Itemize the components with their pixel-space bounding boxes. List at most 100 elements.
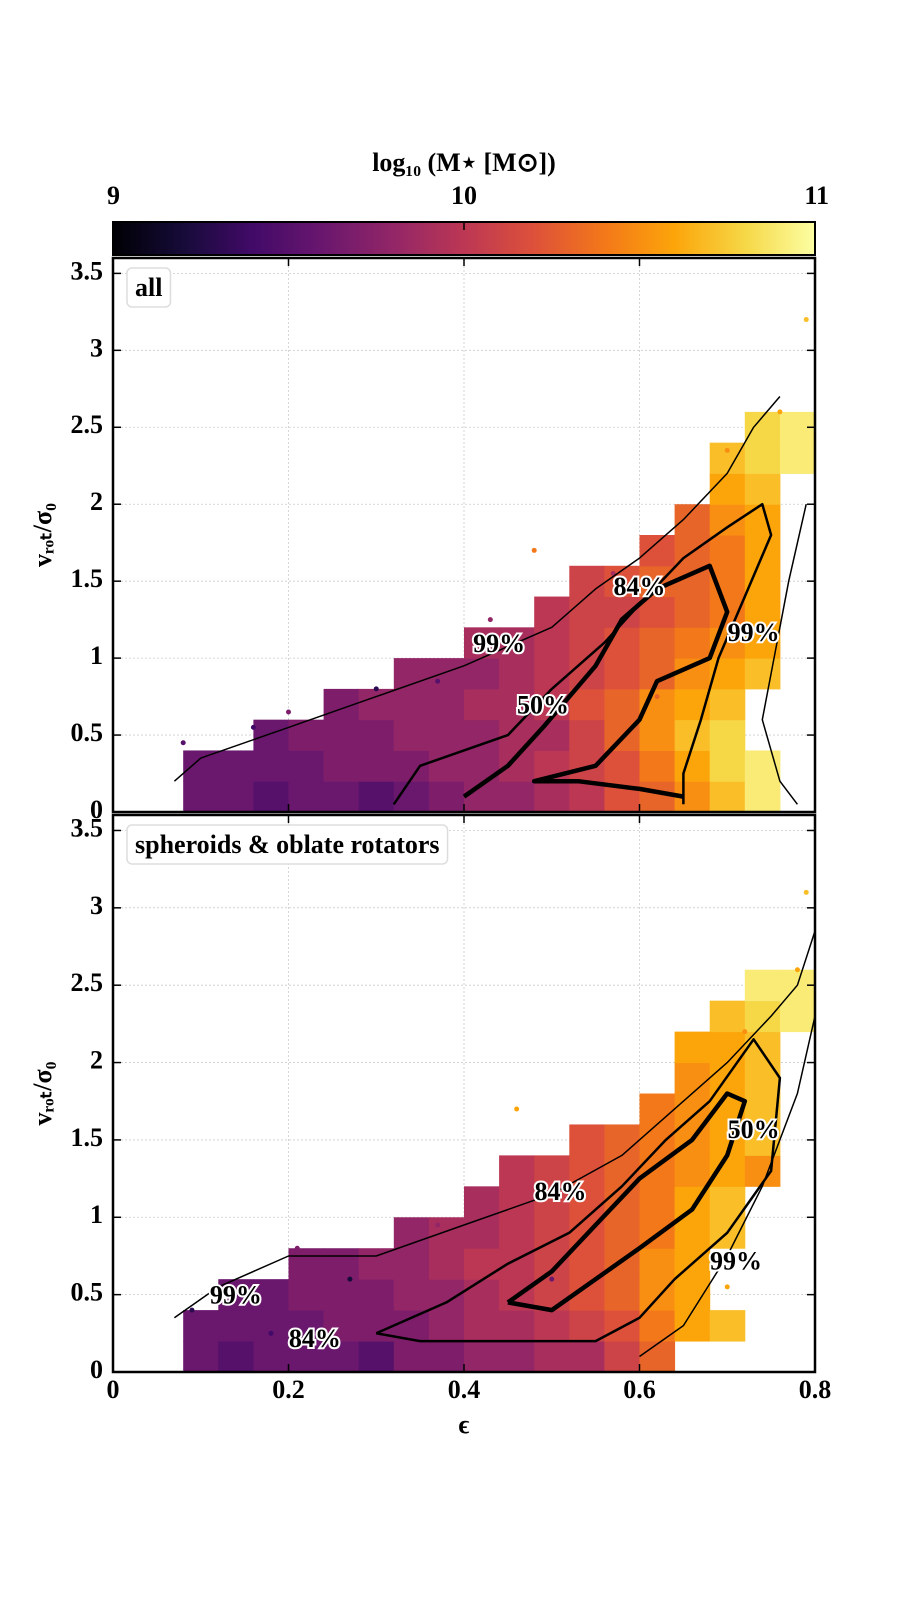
heatmap-cell	[709, 1062, 746, 1094]
heatmap-cell	[499, 1341, 535, 1373]
scatter-point	[742, 1029, 748, 1035]
contour-label: 84%	[614, 572, 666, 601]
heatmap-cell	[569, 627, 605, 659]
heatmap-cell	[323, 1310, 360, 1342]
heatmap-cell	[744, 1031, 781, 1064]
contour-label: 84%	[535, 1177, 587, 1206]
heatmap-cell	[744, 1093, 781, 1125]
contour	[392, 502, 773, 806]
heatmap-cell	[639, 1155, 676, 1187]
scatter-point	[663, 1354, 669, 1360]
annotation: spheroids & oblate rotators	[135, 830, 440, 859]
y-tick-label: 1.5	[71, 564, 104, 593]
heatmap-cell	[709, 719, 746, 751]
heatmap-cell	[393, 688, 430, 721]
heatmap-cell	[358, 719, 395, 751]
contour	[173, 930, 816, 1319]
x-tick-label: 0.4	[448, 1375, 481, 1404]
heatmap-cell	[709, 535, 746, 567]
scatter-point	[268, 1330, 274, 1336]
y-tick-label: 1	[90, 641, 103, 670]
heatmap-cell	[744, 781, 781, 813]
contour	[761, 504, 807, 805]
scatter-point	[803, 889, 809, 895]
y-tick-label: 0	[90, 1355, 103, 1384]
heatmap-cell	[744, 1062, 781, 1094]
scatter-point	[487, 617, 493, 623]
heatmap-cell	[709, 473, 746, 505]
scatter-point	[549, 1276, 555, 1282]
panel: 99% 99% 84% 50% 0 0.5 1 1.5 2 2.5 3 3.5 vᵣₒₜ/σ₀ all	[28, 256, 817, 824]
heatmap-cell	[183, 781, 219, 813]
heatmap-cell	[464, 719, 500, 751]
heatmap-cell	[428, 1341, 465, 1373]
heatmap-cell	[534, 1341, 570, 1373]
colorbar-label: log₁₀ (M⋆ [M⊙])	[372, 148, 556, 177]
scatter-point	[724, 447, 730, 453]
scatter-point	[610, 570, 616, 576]
heatmap-cell	[534, 1155, 570, 1187]
heatmap-cell	[639, 1310, 676, 1342]
heatmap-cell	[674, 1093, 711, 1125]
heatmap-cell	[534, 1248, 570, 1280]
heatmap-cell	[464, 688, 500, 721]
heatmap-cell	[639, 719, 676, 751]
heatmap-cell	[709, 658, 746, 690]
heatmap-cell	[253, 719, 289, 751]
heatmap-cell	[499, 658, 535, 690]
heatmap-cell	[288, 1279, 325, 1311]
heatmap-cell	[779, 1000, 816, 1033]
scatter-point	[514, 1106, 520, 1112]
heatmap-cell	[534, 1310, 570, 1342]
heatmap-cell	[358, 1341, 395, 1373]
heatmap-cell	[428, 781, 465, 813]
x-tick-label: 0.8	[799, 1375, 832, 1404]
heatmap-cell	[674, 1031, 711, 1064]
heatmap-cell	[674, 658, 711, 690]
y-tick-label: 1	[90, 1200, 103, 1229]
heatmap-cell	[674, 627, 711, 659]
y-tick-label: 0.5	[71, 1278, 104, 1307]
heatmap-cell	[323, 1248, 360, 1280]
heatmap-cell	[534, 781, 570, 813]
heatmap-cell	[253, 1310, 289, 1342]
heatmap-cell	[569, 719, 605, 751]
heatmap-cell	[604, 1124, 640, 1156]
heatmap-cell	[709, 1186, 746, 1218]
heatmap-cell	[428, 658, 465, 690]
scatter-point	[531, 547, 537, 553]
heatmap-cell	[639, 535, 676, 567]
y-axis-label: vᵣₒₜ/σ₀	[28, 1061, 57, 1125]
heatmap-cell	[288, 1341, 325, 1373]
heatmap-cell	[464, 1248, 500, 1280]
heatmap-cell	[253, 781, 289, 813]
heatmap-cell	[428, 688, 465, 721]
heatmap-cell	[709, 1000, 746, 1033]
y-tick-label: 1.5	[71, 1123, 104, 1152]
heatmap-cell	[639, 1093, 676, 1125]
heatmap-cell	[428, 750, 465, 782]
heatmap-cell	[604, 1279, 640, 1311]
scatter-point	[435, 678, 441, 684]
heatmap-cell	[744, 1000, 781, 1033]
heatmap-cell	[709, 781, 746, 813]
heatmap-cell	[744, 658, 781, 690]
heatmap-cell	[358, 1248, 395, 1280]
y-tick-label: 2	[90, 487, 103, 516]
heatmap-cell	[464, 1217, 500, 1249]
heatmap-cell	[464, 1341, 500, 1373]
heatmap-cell	[464, 1310, 500, 1342]
scatter-point	[724, 1284, 730, 1290]
y-tick-label: 2.5	[71, 968, 104, 997]
heatmap-cell	[569, 1310, 605, 1342]
heatmap-cell	[639, 781, 676, 813]
annotation: all	[135, 273, 162, 302]
heatmap-cell	[674, 565, 711, 598]
heatmap-cell	[428, 719, 465, 751]
heatmap-cell	[639, 1186, 676, 1218]
heatmap-cell	[358, 1279, 395, 1311]
scatter-point	[794, 967, 800, 973]
heatmap-cell	[499, 1217, 535, 1249]
heatmap-cell	[534, 658, 570, 690]
scatter-point	[777, 409, 783, 415]
